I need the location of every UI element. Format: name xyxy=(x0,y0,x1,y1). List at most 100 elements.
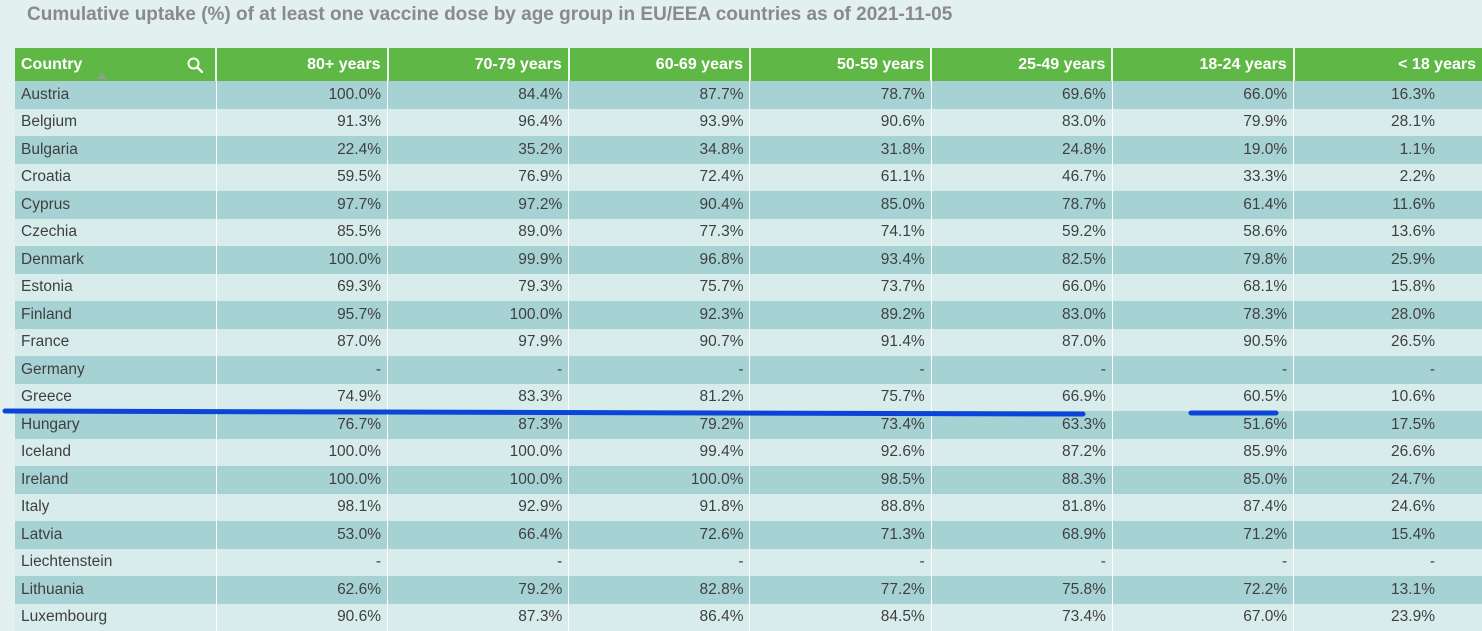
uptake-cell-80-years: 100.0% xyxy=(216,246,387,274)
uptake-cell-18-24-years: 79.9% xyxy=(1112,109,1293,137)
uptake-cell-60-69-years: 90.4% xyxy=(569,191,750,219)
uptake-cell-70-79-years: - xyxy=(388,356,569,384)
uptake-cell-60-69-years: 72.4% xyxy=(569,164,750,192)
uptake-cell-25-49-years: 78.7% xyxy=(931,191,1112,219)
uptake-cell-60-69-years: 91.8% xyxy=(569,494,750,522)
uptake-cell-80-years: 91.3% xyxy=(216,109,387,137)
uptake-cell-25-49-years: 69.6% xyxy=(931,81,1112,109)
sort-ascending-icon[interactable] xyxy=(97,73,107,79)
uptake-cell-18-24-years: 90.5% xyxy=(1112,329,1293,357)
uptake-cell-50-59-years: 89.2% xyxy=(750,301,931,329)
uptake-cell-80-years: 76.7% xyxy=(216,411,387,439)
uptake-cell-25-49-years: 63.3% xyxy=(931,411,1112,439)
uptake-cell-18-24-years: 67.0% xyxy=(1112,604,1293,631)
column-header-70-79-years[interactable]: 70-79 years xyxy=(388,48,569,81)
country-cell: Cyprus xyxy=(15,191,216,219)
uptake-cell-60-69-years: 86.4% xyxy=(569,604,750,631)
country-cell: Croatia xyxy=(15,164,216,192)
column-header-label: 80+ years xyxy=(307,56,380,73)
uptake-cell-50-59-years: 90.6% xyxy=(750,109,931,137)
uptake-cell-80-years: 62.6% xyxy=(216,576,387,604)
country-cell: Italy xyxy=(15,494,216,522)
chart-title: Cumulative uptake (%) of at least one va… xyxy=(27,4,952,26)
uptake-cell-80-years: - xyxy=(216,356,387,384)
uptake-cell-18-24-years: 78.3% xyxy=(1112,301,1293,329)
table-row-liechtenstein: Liechtenstein------- xyxy=(15,549,1482,577)
uptake-cell-60-69-years: 96.8% xyxy=(569,246,750,274)
uptake-cell-50-59-years: 92.6% xyxy=(750,439,931,467)
uptake-cell-18-24-years: 79.8% xyxy=(1112,246,1293,274)
uptake-cell-60-69-years: 77.3% xyxy=(569,219,750,247)
country-cell: Ireland xyxy=(15,466,216,494)
uptake-cell-70-79-years: 100.0% xyxy=(388,466,569,494)
uptake-cell-25-49-years: - xyxy=(931,549,1112,577)
uptake-cell-50-59-years: - xyxy=(750,356,931,384)
column-header-50-59-years[interactable]: 50-59 years xyxy=(750,48,931,81)
uptake-cell-70-79-years: 96.4% xyxy=(388,109,569,137)
uptake-cell-70-79-years: 66.4% xyxy=(388,521,569,549)
uptake-cell-60-69-years: - xyxy=(569,356,750,384)
uptake-cell-80-years: 95.7% xyxy=(216,301,387,329)
column-header-25-49-years[interactable]: 25-49 years xyxy=(931,48,1112,81)
column-header-label: 18-24 years xyxy=(1200,56,1287,73)
column-header-60-69-years[interactable]: 60-69 years xyxy=(569,48,750,81)
uptake-cell-18-24-years: 33.3% xyxy=(1112,164,1293,192)
uptake-cell-70-79-years: 83.3% xyxy=(388,384,569,412)
uptake-cell-80-years: 100.0% xyxy=(216,466,387,494)
uptake-cell-70-79-years: 84.4% xyxy=(388,81,569,109)
uptake-cell-18-24-years: 87.4% xyxy=(1112,494,1293,522)
uptake-cell-50-59-years: 77.2% xyxy=(750,576,931,604)
country-cell: Czechia xyxy=(15,219,216,247)
uptake-cell-18-24-years: 58.6% xyxy=(1112,219,1293,247)
uptake-cell-50-59-years: 78.7% xyxy=(750,81,931,109)
uptake-cell-18-years: 13.6% xyxy=(1294,219,1482,247)
uptake-cell-60-69-years: 82.8% xyxy=(569,576,750,604)
country-cell: Estonia xyxy=(15,274,216,302)
uptake-cell-18-24-years: 19.0% xyxy=(1112,136,1293,164)
uptake-cell-18-years: 28.1% xyxy=(1294,109,1482,137)
column-header-80-years[interactable]: 80+ years xyxy=(216,48,387,81)
uptake-cell-70-79-years: 99.9% xyxy=(388,246,569,274)
uptake-cell-80-years: 87.0% xyxy=(216,329,387,357)
uptake-cell-70-79-years: 79.3% xyxy=(388,274,569,302)
column-header-label: 60-69 years xyxy=(656,56,743,73)
uptake-cell-70-79-years: 100.0% xyxy=(388,301,569,329)
uptake-cell-18-years: 28.0% xyxy=(1294,301,1482,329)
uptake-cell-18-years: 10.6% xyxy=(1294,384,1482,412)
country-cell: Luxembourg xyxy=(15,604,216,631)
uptake-cell-25-49-years: 66.9% xyxy=(931,384,1112,412)
column-header-18-24-years[interactable]: 18-24 years xyxy=(1112,48,1293,81)
uptake-cell-50-59-years: 73.7% xyxy=(750,274,931,302)
uptake-cell-18-24-years: 71.2% xyxy=(1112,521,1293,549)
uptake-cell-18-years: 23.9% xyxy=(1294,604,1482,631)
country-cell: Liechtenstein xyxy=(15,549,216,577)
country-cell: Bulgaria xyxy=(15,136,216,164)
column-header-18-years[interactable]: < 18 years xyxy=(1294,48,1482,81)
search-icon[interactable] xyxy=(187,57,203,73)
uptake-cell-60-69-years: 100.0% xyxy=(569,466,750,494)
column-header-country[interactable]: Country xyxy=(15,48,216,81)
uptake-cell-60-69-years: 90.7% xyxy=(569,329,750,357)
vaccine-uptake-table: Country 80+ years 70-79 years 60-69 years 50… xyxy=(15,48,1482,631)
uptake-cell-50-59-years: 98.5% xyxy=(750,466,931,494)
uptake-cell-25-49-years: 87.0% xyxy=(931,329,1112,357)
uptake-cell-18-24-years: 72.2% xyxy=(1112,576,1293,604)
country-cell: Austria xyxy=(15,81,216,109)
uptake-cell-25-49-years: 88.3% xyxy=(931,466,1112,494)
column-header-label: Country xyxy=(21,56,82,73)
uptake-cell-50-59-years: 88.8% xyxy=(750,494,931,522)
uptake-cell-25-49-years: 46.7% xyxy=(931,164,1112,192)
uptake-cell-25-49-years: 82.5% xyxy=(931,246,1112,274)
uptake-cell-18-years: 1.1% xyxy=(1294,136,1482,164)
uptake-cell-80-years: 97.7% xyxy=(216,191,387,219)
